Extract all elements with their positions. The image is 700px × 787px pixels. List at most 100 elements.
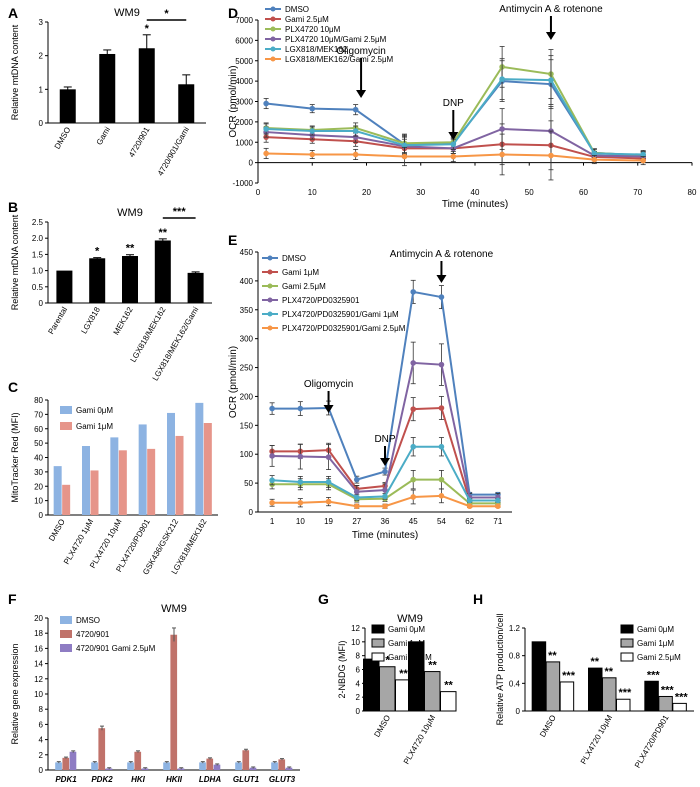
panel-b-significance-star: ** (159, 227, 168, 239)
panel-d-legend-marker (270, 26, 276, 32)
panel-g-bar (424, 671, 441, 712)
panel-d-legend-label: LGX818/MEK162/Gami 2.5μM (285, 55, 394, 64)
panel-b-ytick-label: 1.5 (32, 250, 44, 259)
panel-e-legend-label: Gami 2.5μM (282, 282, 326, 291)
panel-c-bar (62, 484, 71, 515)
panel-g-significance-star: ** (428, 660, 437, 672)
panel-h-legend-swatch (620, 638, 634, 648)
panel-e-legend-label: DMSO (282, 254, 306, 263)
panel-c-ytick-label: 30 (34, 468, 43, 477)
panel-c-bar (90, 470, 99, 515)
panel-g-legend-swatch (371, 638, 385, 648)
panel-d-data-point (548, 77, 554, 83)
panel-e-data-point (438, 294, 445, 300)
panel-b-bar (122, 256, 138, 303)
panel-b-ytick-label: 1.0 (32, 267, 44, 276)
panel-e-annotation-arrow-head (323, 405, 334, 413)
panel-d-data-point (499, 76, 505, 82)
panel-g-legend-swatch (371, 652, 385, 662)
panel-e-legend-marker (267, 325, 273, 331)
panel-d-data-point (263, 150, 269, 157)
panel-c-legend-label: Gami 0μM (76, 406, 113, 415)
panel-g-significance-star: ** (399, 668, 408, 680)
panel-d-data-point (548, 152, 554, 159)
panel-d-xlabel: Time (minutes) (442, 199, 508, 210)
panel-f-ytick-label: 12 (34, 675, 43, 684)
panel-d-legend-marker (270, 16, 276, 22)
panel-e-data-point (438, 443, 445, 450)
panel-c-bar (195, 402, 204, 515)
panel-d-data-point (309, 105, 316, 112)
panel-d-data-point (640, 151, 646, 158)
panel-d-data-point (263, 100, 269, 107)
panel-e-legend-label: PLX4720/PD0325901/Gami 2.5μM (282, 324, 406, 333)
panel-e-annotation-label: Oligomycin (304, 379, 353, 390)
panel-g-ytick-label: 0 (356, 707, 361, 716)
panel-c-bar (147, 448, 156, 515)
panel-f-bar (271, 762, 278, 770)
panel-f-bar (98, 728, 106, 770)
panel-c-bar (175, 435, 184, 515)
panel-a-ytick-label: 1 (39, 85, 44, 94)
panel-e-xtick-label: 71 (493, 517, 502, 526)
panel-d-data-point (401, 153, 408, 160)
panel-c-bar (53, 466, 62, 515)
panel-e-ytick-label: 0 (249, 508, 254, 517)
panel-h-bar (559, 681, 575, 712)
panel-h-ytick-label: 0 (516, 707, 521, 716)
panel-d-xtick-label: 30 (416, 188, 425, 197)
panel-letter-b: B (8, 199, 18, 215)
panel-b-ytick-label: 2.5 (32, 218, 44, 227)
panel-c-legend-label: Gami 1μM (76, 422, 113, 431)
panel-h-ylabel: Relative ATP production/cell (495, 614, 505, 726)
panel-e-data-point (297, 405, 304, 412)
panel-h-significance-star: ** (548, 650, 557, 662)
panel-e-data-point (410, 443, 417, 450)
panel-g-ylabel: 2-NBDG (MFI) (337, 641, 347, 699)
panel-e-data-point (297, 479, 304, 485)
panel-e-legend-label: PLX4720/PD0325901/Gami 1μM (282, 310, 399, 319)
panel-f-legend-swatch (60, 616, 72, 624)
panel-c-bar (118, 450, 127, 515)
panel-a-bracket-label: * (164, 8, 169, 20)
panel-f-bar (213, 764, 221, 770)
panel-f-ytick-label: 18 (34, 629, 43, 638)
panel-e-legend-marker (267, 269, 273, 275)
panel-d-legend-marker (270, 6, 276, 12)
panel-d-xtick-label: 0 (256, 188, 261, 197)
panel-d-data-point (499, 126, 505, 132)
panel-f-ytick-label: 4 (39, 736, 44, 745)
panel-f-category-label: PDK1 (55, 775, 77, 784)
panel-a-ytick-label: 0 (39, 119, 44, 128)
panel-letter-a: A (8, 5, 18, 21)
panel-a-bar (138, 48, 155, 124)
panel-e-legend-marker (267, 255, 273, 261)
panel-d-legend-label: Gami 2.5μM (285, 15, 329, 24)
panel-h-bar (531, 641, 547, 712)
panel-e-data-point (438, 405, 445, 411)
panel-c-category-label: PLX4720 1μM (62, 517, 95, 566)
panel-d-legend-marker (270, 36, 276, 42)
panel-e-data-point (382, 493, 388, 500)
panel-b-ytick-label: 0 (39, 299, 44, 308)
panel-a-ytick-label: 3 (39, 18, 44, 27)
panel-d-data-point (591, 156, 598, 163)
panel-f-legend-swatch (60, 630, 72, 638)
panel-d-annotation-label: Antimycin A & rotenone (499, 4, 603, 15)
panel-e-data-point (353, 476, 360, 483)
panel-f-bar (163, 762, 170, 770)
panel-h-significance-star: *** (647, 669, 661, 681)
panel-e-data-point (269, 499, 275, 506)
panel-e-annotation-label: DNP (374, 434, 395, 445)
panel-a-category-label: 4720/901 (127, 125, 152, 159)
panel-f-ytick-label: 2 (39, 751, 44, 760)
panel-d-xtick-label: 20 (362, 188, 371, 197)
panel-c-category-label: DMSO (47, 518, 67, 543)
panel-h-bar (545, 661, 561, 712)
panel-letter-g: G (318, 591, 329, 607)
panel-f-bar (62, 757, 70, 770)
panel-g-category-label: DMSO (372, 714, 392, 739)
panel-b-category-label: MEK162 (112, 305, 135, 337)
panel-d-data-point (309, 128, 316, 134)
panel-d-ytick-label: 2000 (235, 118, 253, 127)
